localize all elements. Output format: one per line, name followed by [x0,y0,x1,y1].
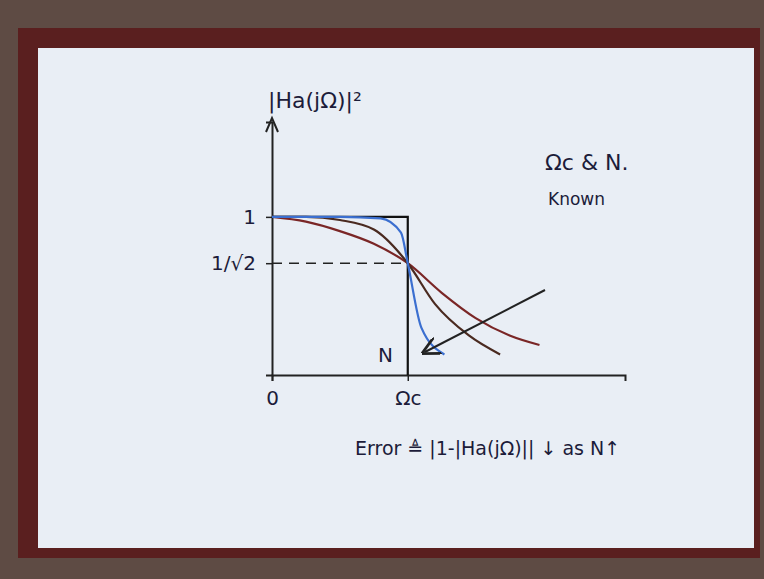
tick: Ωc [395,375,421,410]
tick-label: Ωc [395,386,421,410]
tick: 1 [243,205,272,229]
x-axis: 0 Ωc [266,375,625,410]
tick: 0 [266,375,279,410]
tick-label: 0 [266,386,279,410]
curve [272,217,444,355]
tick-label: 1/√2 [211,251,256,275]
annotation: Ωc & N. [545,150,629,175]
tick: 1/√2 [211,251,272,275]
annotation: Error ≜ |1-|Ha(jΩ)|| ↓ as N↑ [355,437,620,460]
curve [272,217,539,345]
tick-mark [266,263,272,265]
axis-arrow [266,118,278,132]
x-axis-line [273,376,626,382]
n-arrow [425,290,545,352]
annotation: N [378,343,393,367]
guide-line [272,262,408,264]
y-axis-line [266,123,273,376]
canvas: 0 Ωc 1/√2 1 |Ha(jΩ)|² Ωc & N. Known N Error ≜ |1… [0,0,764,579]
background [0,0,764,579]
tick-label: 1 [243,205,256,229]
y-axis: 1/√2 1 [211,123,272,376]
curve [272,217,500,355]
y-axis-title: |Ha(jΩ)|² [268,88,362,114]
whiteboard [38,48,754,548]
tick-mark [266,217,272,219]
board-frame [18,28,760,558]
tick-mark [408,375,410,381]
plot-marks [272,217,539,375]
annotation: Known [548,189,605,209]
